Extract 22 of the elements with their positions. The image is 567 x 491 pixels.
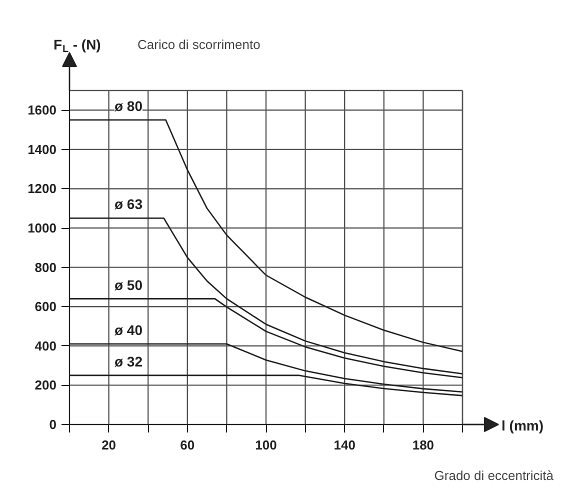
y-tick-label: 800	[34, 260, 57, 275]
x-tick-label: 20	[102, 438, 116, 452]
y-tick-label: 600	[34, 299, 57, 314]
series-label: ø 63	[114, 196, 143, 212]
chart-title: Carico di scorrimento	[138, 37, 260, 52]
x-axis-title: l (mm)	[502, 418, 544, 434]
x-tick-label: 100	[255, 438, 277, 452]
x-tick-label: 140	[334, 438, 356, 452]
y-tick-label: 1600	[28, 102, 56, 118]
series-label: ø 32	[114, 353, 143, 370]
y-tick-label: 200	[34, 378, 57, 393]
text: Grado di eccentricità	[434, 468, 554, 483]
y-tick-label: 0	[49, 417, 57, 432]
x-tick-label: 60	[180, 438, 195, 452]
series-label: ø 40	[114, 322, 143, 338]
x-tick-label: 180	[412, 438, 434, 452]
y-tick-label: 400	[34, 338, 57, 354]
series-label: ø 50	[114, 276, 143, 293]
y-tick-label: 1400	[28, 142, 56, 157]
y-tick-label: 1200	[28, 181, 56, 196]
series-label: ø 80	[114, 98, 143, 114]
y-tick-label: 1000	[28, 220, 56, 236]
